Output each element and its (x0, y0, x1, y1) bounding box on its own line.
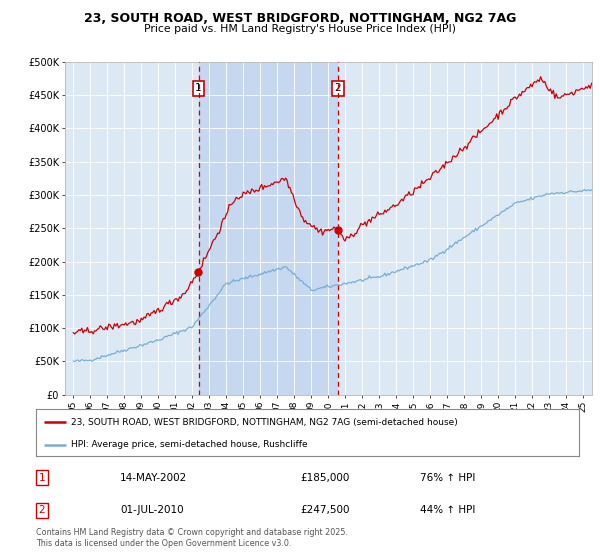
Text: 2: 2 (38, 505, 46, 515)
Text: 01-JUL-2010: 01-JUL-2010 (120, 505, 184, 515)
Text: 1: 1 (38, 473, 46, 483)
Text: 44% ↑ HPI: 44% ↑ HPI (420, 505, 475, 515)
Text: HPI: Average price, semi-detached house, Rushcliffe: HPI: Average price, semi-detached house,… (71, 440, 308, 449)
Text: 23, SOUTH ROAD, WEST BRIDGFORD, NOTTINGHAM, NG2 7AG (semi-detached house): 23, SOUTH ROAD, WEST BRIDGFORD, NOTTINGH… (71, 418, 458, 427)
Text: 1: 1 (195, 83, 202, 94)
Text: 14-MAY-2002: 14-MAY-2002 (120, 473, 187, 483)
Bar (199, 62, 338, 395)
Text: 2: 2 (335, 83, 341, 94)
Text: £247,500: £247,500 (300, 505, 349, 515)
Text: 23, SOUTH ROAD, WEST BRIDGFORD, NOTTINGHAM, NG2 7AG: 23, SOUTH ROAD, WEST BRIDGFORD, NOTTINGH… (84, 12, 516, 25)
Text: 76% ↑ HPI: 76% ↑ HPI (420, 473, 475, 483)
Text: £185,000: £185,000 (300, 473, 349, 483)
Text: Price paid vs. HM Land Registry's House Price Index (HPI): Price paid vs. HM Land Registry's House … (144, 24, 456, 34)
Text: Contains HM Land Registry data © Crown copyright and database right 2025.
This d: Contains HM Land Registry data © Crown c… (36, 528, 348, 548)
